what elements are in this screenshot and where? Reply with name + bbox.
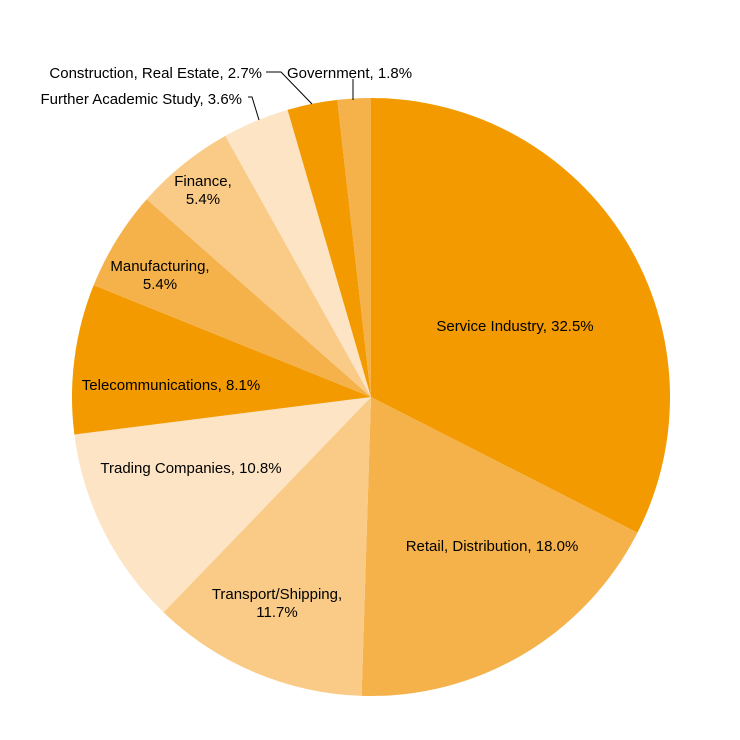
slice-label-trading-companies: Trading Companies, 10.8% <box>100 460 281 477</box>
slice-label-government: Government, 1.8% <box>287 65 412 82</box>
pie-slice-finance <box>146 135 371 397</box>
pie-slice-telecommunications <box>71 285 371 435</box>
pie-labels: Service Industry, 32.5% Retail, Distribut… <box>41 65 594 621</box>
slice-label-finance: Finance, 5.4% <box>174 173 232 208</box>
pie-slice-trading-companies <box>74 397 372 613</box>
pie-slice-construction-real-estate <box>287 99 371 397</box>
slice-label-further-academic-study: Further Academic Study, 3.6% <box>41 91 242 108</box>
pie-slice-retail-distribution <box>361 397 638 696</box>
slice-label-telecommunications: Telecommunications, 8.1% <box>82 377 260 394</box>
slice-label-service-industry: Service Industry, 32.5% <box>436 318 593 335</box>
pie-slices <box>71 98 670 696</box>
slice-label-manufacturing: Manufacturing, 5.4% <box>110 258 209 293</box>
pie-slice-manufacturing <box>93 199 371 397</box>
pie-slice-government <box>337 98 371 397</box>
slice-label-retail-distribution: Retail, Distribution, 18.0% <box>406 538 579 555</box>
slice-label-transport-shipping: Transport/Shipping, 11.7% <box>212 586 342 621</box>
leader-line-construction-real-estate <box>266 71 313 105</box>
leader-line-further-academic-study <box>248 96 260 121</box>
pie-slice-further-academic-study <box>225 109 371 397</box>
pie-slice-service-industry <box>371 98 670 533</box>
pie-slice-transport-shipping <box>163 397 371 696</box>
slice-label-construction-real-estate: Construction, Real Estate, 2.7% <box>49 65 262 82</box>
